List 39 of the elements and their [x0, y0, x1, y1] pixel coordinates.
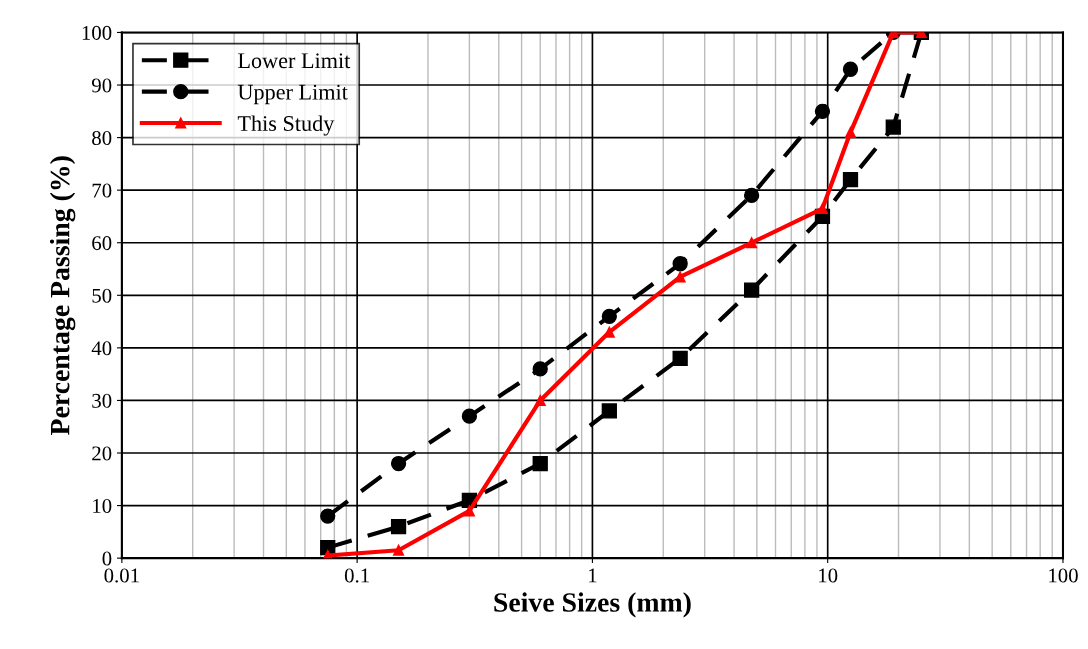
point	[320, 508, 336, 524]
y-tick-label: 50	[92, 288, 112, 303]
x-tick-label: 0.1	[344, 568, 369, 583]
point	[601, 308, 617, 324]
legend-label: Lower Limit	[238, 53, 351, 69]
x-tick-label: 10	[819, 568, 838, 583]
point	[393, 544, 405, 556]
legend-label: Upper Limit	[237, 84, 348, 105]
point	[534, 394, 546, 406]
point	[746, 237, 758, 249]
x-tick-label: 100	[1049, 568, 1078, 583]
point	[390, 518, 407, 535]
y-tick-label: 90	[91, 78, 112, 93]
y-tick-label: 100	[82, 25, 112, 40]
y-tick-label: 80	[92, 130, 112, 146]
legend-label: This Study	[237, 115, 335, 136]
y-tick-label: 70	[92, 183, 112, 198]
y-tick-label: 30	[92, 393, 112, 408]
y-tick-label: 20	[92, 446, 112, 461]
point	[743, 282, 760, 298]
point	[601, 403, 617, 419]
x-axis-title: Seive Sizes (mm)	[494, 592, 691, 618]
y-axis-title: Percentage Passing (%)	[49, 156, 76, 435]
x-tick-label: 0.01	[104, 568, 139, 583]
point	[672, 256, 688, 272]
point	[743, 187, 760, 204]
x-tick-label: 1	[589, 568, 597, 583]
y-tick-label: 40	[91, 341, 112, 356]
point	[532, 361, 548, 377]
y-tick-label: 60	[92, 236, 112, 251]
point	[461, 408, 478, 424]
point	[816, 202, 829, 215]
point	[463, 505, 475, 517]
y-tick-label: 10	[93, 498, 112, 513]
y-tick-label: 0	[102, 551, 112, 566]
point	[532, 455, 548, 472]
point	[672, 350, 688, 367]
point	[390, 455, 407, 472]
point	[814, 103, 831, 119]
